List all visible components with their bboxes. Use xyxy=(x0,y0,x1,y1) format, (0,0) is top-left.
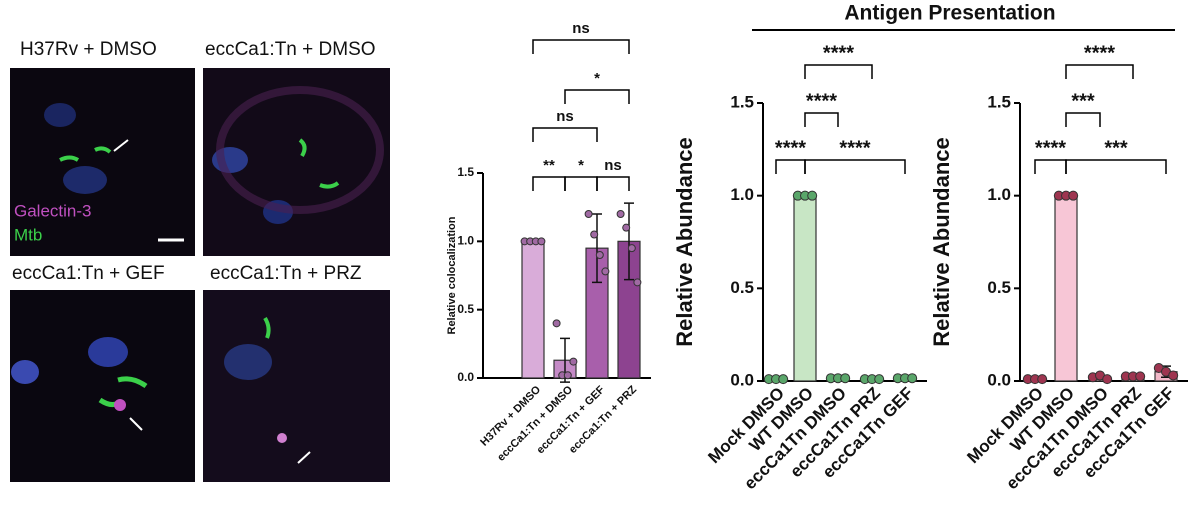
y-tick-label: 0.5 xyxy=(987,278,1011,297)
arrows xyxy=(113,139,311,464)
significance-bracket xyxy=(1065,64,1134,79)
data-point xyxy=(840,373,851,384)
nucleus xyxy=(88,337,128,367)
data-point xyxy=(552,319,561,328)
legend-label: Mtb xyxy=(14,225,42,244)
significance-label: **** xyxy=(1035,137,1066,159)
significance-label: ns xyxy=(556,108,574,125)
y-tick-label: 0.5 xyxy=(457,302,474,316)
data-point xyxy=(601,267,610,276)
data-point xyxy=(569,357,578,366)
y-axis-label: Relative Abundance xyxy=(672,137,697,346)
group-title: Antigen Presentation xyxy=(844,2,1055,25)
significance-label: * xyxy=(578,157,584,174)
cell xyxy=(216,86,384,214)
panel-label: eccCa1:Tn + DMSO xyxy=(205,39,376,60)
error-bar xyxy=(624,202,634,281)
y-tick-label: 1.0 xyxy=(987,185,1011,204)
significance-bracket xyxy=(775,159,806,174)
y-tick-label: 0.0 xyxy=(987,370,1011,389)
significance-label: ** xyxy=(543,157,555,174)
y-axis-label: Relative Abundance xyxy=(929,137,954,346)
significance-bracket xyxy=(804,64,873,79)
significance-bracket xyxy=(532,176,566,191)
data-point xyxy=(778,374,789,385)
nucleus xyxy=(44,103,76,127)
bacteria xyxy=(263,316,271,339)
legend-label: Galectin-3 xyxy=(14,201,91,220)
data-point xyxy=(622,223,631,232)
significance-label: * xyxy=(594,70,600,87)
significance-label: **** xyxy=(823,42,854,64)
significance-bracket xyxy=(804,112,839,127)
data-point xyxy=(616,210,625,218)
y-tick-label: 1.5 xyxy=(457,165,474,179)
data-point xyxy=(584,210,593,218)
significance-bracket xyxy=(532,127,598,142)
data-point xyxy=(1168,370,1179,381)
panel-label: eccCa1:Tn + PRZ xyxy=(210,263,362,284)
y-tick-label: 0.0 xyxy=(457,370,474,384)
y-tick-label: 1.0 xyxy=(457,234,474,248)
y-tick-label: 0.0 xyxy=(730,370,754,389)
bacteria xyxy=(59,146,112,162)
galectin xyxy=(114,399,126,411)
significance-bracket xyxy=(1034,159,1067,174)
significance-label: **** xyxy=(775,137,806,159)
micrograph xyxy=(10,68,195,256)
data-point xyxy=(1102,374,1113,385)
y-tick-label: 1.0 xyxy=(730,185,754,204)
panel-label: eccCa1:Tn + GEF xyxy=(12,263,165,284)
y-tick-label: 1.5 xyxy=(730,92,754,111)
nucleus xyxy=(63,166,107,194)
significance-bracket xyxy=(804,159,906,174)
galectin xyxy=(277,433,287,443)
micrograph xyxy=(10,290,195,482)
data-point xyxy=(1135,371,1146,382)
data-point xyxy=(807,190,818,201)
data-point xyxy=(1068,190,1079,201)
micrograph xyxy=(203,290,390,482)
y-tick-label: 0.5 xyxy=(730,278,754,297)
significance-label: **** xyxy=(839,137,870,159)
data-point xyxy=(627,244,636,253)
nucleus xyxy=(11,360,39,384)
data-point xyxy=(907,373,918,384)
microscopy: H37Rv + DMSO eccCa1:Tn + DMSO eccCa1:Tn … xyxy=(10,39,390,482)
significance-label: ns xyxy=(604,157,622,174)
significance-label: ns xyxy=(572,20,590,37)
significance-label: **** xyxy=(806,90,837,112)
significance-label: *** xyxy=(1071,90,1095,112)
data-point xyxy=(563,371,572,380)
bar xyxy=(793,195,817,382)
y-axis-label: Relative colocalization xyxy=(446,216,458,334)
bar xyxy=(521,240,545,379)
significance-bracket xyxy=(532,39,630,54)
bar xyxy=(1054,195,1078,382)
significance-bracket xyxy=(1065,159,1167,174)
data-point xyxy=(1037,374,1048,385)
significance-label: *** xyxy=(1104,137,1128,159)
data-point xyxy=(633,278,642,287)
nucleus xyxy=(224,344,272,380)
bacteria xyxy=(298,138,340,189)
y-tick-label: 1.5 xyxy=(987,92,1011,111)
significance-bracket xyxy=(1065,112,1101,127)
data-point xyxy=(595,251,604,259)
data-point xyxy=(590,230,599,239)
panel-label: H37Rv + DMSO xyxy=(20,39,157,60)
significance-bracket xyxy=(564,176,598,191)
data-point xyxy=(537,237,546,246)
error-bar xyxy=(592,213,602,284)
significance-bracket xyxy=(564,89,630,104)
significance-bracket xyxy=(596,176,630,191)
data-point xyxy=(874,374,885,385)
significance-label: **** xyxy=(1084,42,1115,64)
